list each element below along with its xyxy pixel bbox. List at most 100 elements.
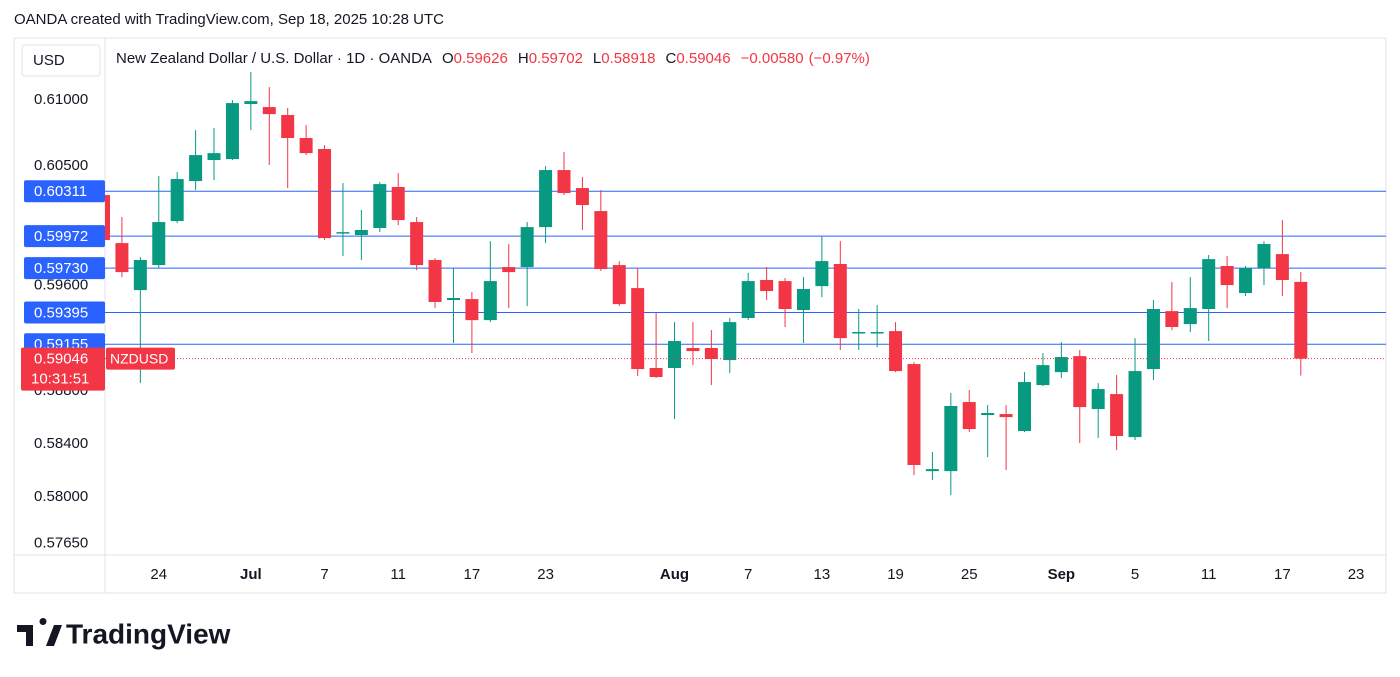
candle-body (318, 149, 332, 239)
legend-item: 0.59626 (454, 50, 508, 67)
candle-body (520, 227, 534, 268)
logo-text: TradingView (66, 618, 231, 649)
x-tick-label: 19 (887, 566, 904, 583)
legend-item: L (593, 50, 601, 67)
candle-body (299, 138, 313, 154)
candle-body (189, 155, 203, 182)
candle-body (152, 222, 166, 266)
candle-body (1257, 244, 1271, 269)
x-tick-label: 7 (320, 566, 328, 583)
candle-body (907, 364, 921, 466)
candle-body (852, 332, 866, 334)
candle-body (502, 267, 516, 273)
currency-box[interactable] (21, 44, 101, 77)
candle-body (105, 195, 110, 241)
candle-body (373, 184, 387, 229)
plot (105, 72, 1386, 496)
header: OANDA created with TradingView.com, Sep … (14, 11, 444, 28)
frame (13, 37, 1387, 594)
candle-body (778, 281, 792, 310)
x-tick-label: 24 (150, 566, 167, 583)
candle-body (1054, 357, 1068, 373)
candle-body (465, 299, 479, 321)
candle-body (796, 289, 810, 311)
x-tick-label: Aug (660, 566, 689, 583)
x-tick-label: 7 (744, 566, 752, 583)
legend-item: New Zealand Dollar / U.S. Dollar · 1D · … (116, 50, 432, 67)
candle-body (244, 101, 258, 105)
y-tick-label: 0.58000 (34, 488, 88, 505)
candle-body (557, 170, 571, 194)
legend-item: O (442, 50, 454, 67)
candle-body (225, 103, 239, 160)
candle-body (483, 281, 497, 321)
legend-item: 0.58918 (601, 50, 655, 67)
x-tick-label: 17 (464, 566, 481, 583)
candle-body (446, 298, 460, 301)
candle-body (704, 348, 718, 360)
price-line-label: 0.59730 (34, 260, 88, 277)
candle-body (207, 153, 221, 161)
candle-body (262, 107, 276, 115)
candle-body (1294, 281, 1308, 359)
y-tick-label: 0.59600 (34, 276, 88, 293)
candle-body (741, 281, 755, 319)
candle-body (1183, 308, 1197, 325)
x-tick-label: 25 (961, 566, 978, 583)
y-tick-label: 0.58400 (34, 435, 88, 452)
candle-body (336, 232, 350, 234)
legend-item: 0.59046 (676, 50, 730, 67)
candle-body (1110, 394, 1124, 437)
candle-body (1073, 356, 1087, 408)
symbol-label: NZDUSD (110, 350, 168, 366)
price-line-box (24, 180, 105, 203)
price-line-box (24, 225, 105, 248)
candle-body (391, 186, 405, 221)
price-line-label: 0.60311 (34, 183, 87, 200)
last-price-box (21, 347, 105, 391)
candle-body (999, 414, 1013, 418)
x-tick-label: Sep (1048, 566, 1076, 583)
x-tick-label: 11 (390, 566, 406, 583)
x-tick-label: 13 (814, 566, 831, 583)
candle-body (723, 322, 737, 361)
candle-body (410, 222, 424, 266)
x-tick-label: 17 (1274, 566, 1291, 583)
logo: TradingView (17, 618, 231, 649)
legend: New Zealand Dollar / U.S. Dollar · 1D · … (116, 50, 870, 67)
price-line-label: 0.59972 (34, 228, 88, 245)
candle-body (1128, 371, 1142, 438)
candle-body (686, 348, 700, 352)
x-tick-label: 23 (1348, 566, 1365, 583)
candle-body (981, 413, 995, 415)
candle-body (281, 115, 295, 139)
y-tick-label: 0.60500 (34, 157, 88, 174)
candle-body (1146, 309, 1160, 370)
y-tick-label: 0.61000 (34, 91, 88, 108)
y-tick-label: 0.57650 (34, 534, 88, 551)
candle-body (428, 260, 442, 302)
candle-body (760, 280, 774, 292)
candle-body (1202, 259, 1216, 310)
candle-body (962, 402, 976, 430)
price-line-box (24, 257, 105, 280)
price-line-box (24, 301, 105, 324)
candle-body (889, 331, 903, 372)
candle-body (925, 469, 939, 472)
price-axis: 0.610000.605000.596000.588000.584000.580… (21, 91, 105, 551)
candle-body (1036, 365, 1050, 386)
candle-body (539, 170, 553, 228)
candle-body (170, 179, 184, 222)
candle-body (649, 368, 663, 378)
candle-body (612, 265, 626, 305)
currency: USD (33, 52, 65, 69)
candle-body (1018, 382, 1031, 432)
candle-body (1220, 265, 1234, 286)
candle-body (944, 406, 958, 472)
legend-item: 0.59702 (529, 50, 583, 67)
legend-item: −0.00580 (741, 50, 804, 67)
candle-body (1091, 389, 1105, 410)
candle-body (1275, 254, 1289, 281)
legend-item: H (518, 50, 529, 67)
x-tick-label: 11 (1201, 566, 1217, 583)
